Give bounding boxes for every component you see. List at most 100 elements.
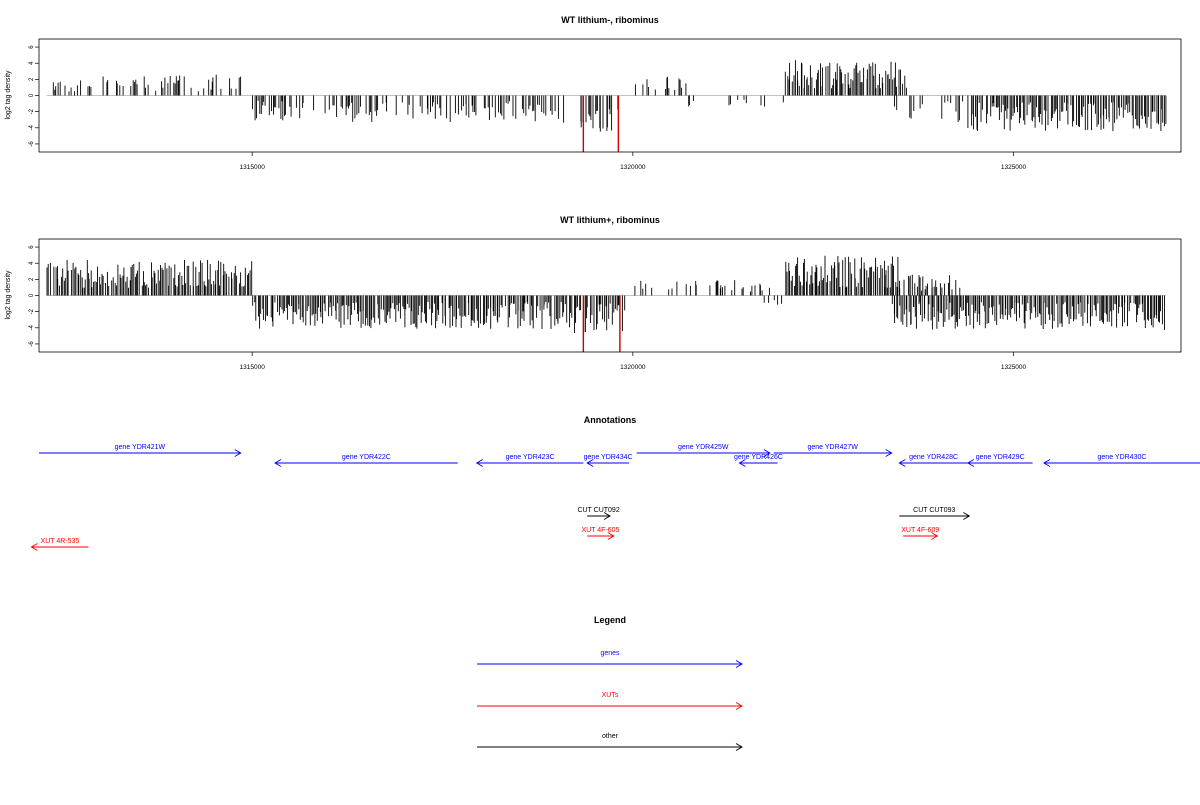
feature-arrow-head — [274, 459, 282, 467]
feature-arrow-head — [30, 543, 38, 551]
annotation-feature: gene YDR423C — [475, 454, 584, 467]
feature-label: gene YDR421W — [115, 444, 166, 451]
y-tick-label: -4 — [29, 324, 35, 330]
y-axis-label: log2 tag density — [5, 70, 12, 120]
feature-label: XUT 4R-535 — [41, 538, 80, 545]
feature-label: gene YDR434C — [584, 454, 633, 461]
legend-title: Legend — [594, 615, 626, 625]
y-tick-label: 2 — [29, 77, 35, 81]
annotation-feature: XUT 4R-535 — [30, 538, 89, 551]
feature-arrow-head — [963, 512, 971, 520]
legend: Legend genes XUTs other — [477, 615, 743, 751]
signal-segment — [763, 295, 783, 305]
annotation-feature: gene YDR427W — [773, 444, 893, 457]
signal-segment — [580, 95, 619, 132]
annotation-feature: gene YDR429C — [966, 454, 1033, 467]
feature-arrow-head — [885, 449, 893, 457]
feature-label: gene YDR430C — [1098, 454, 1147, 461]
y-tick-label: -2 — [29, 108, 35, 114]
y-tick-label: 4 — [29, 261, 35, 265]
y-tick-label: 0 — [29, 293, 35, 297]
x-tick-label: 1325000 — [1001, 164, 1027, 171]
feature-label: gene YDR422C — [342, 454, 391, 461]
annotation-feature: gene YDR434C — [584, 454, 633, 467]
feature-arrow-head — [966, 459, 975, 467]
axes: -6 -4 -2 0 2 4 6 1315000 1320000 1325000 — [29, 238, 1182, 371]
signal-segment — [634, 280, 770, 296]
annotation-feature: gene YDR428C — [898, 454, 968, 467]
y-axis-label: log2 tag density — [5, 270, 12, 320]
annotation-feature: gene YDR430C — [1043, 454, 1200, 467]
annotation-feature: CUT CUT093 — [899, 507, 971, 520]
x-tick-label: 1315000 — [240, 164, 266, 171]
annotation-feature: CUT CUT092 — [577, 507, 620, 520]
feature-label: CUT CUT092 — [577, 507, 619, 514]
feature-label: CUT CUT093 — [913, 507, 955, 514]
signal-segment — [52, 74, 242, 96]
feature-label: gene YDR425W — [678, 444, 729, 451]
legend-arrow-head — [735, 660, 743, 668]
signal-bars — [46, 255, 1166, 352]
signal-segment — [46, 259, 253, 296]
annotation-feature: gene YDR425W — [636, 444, 771, 457]
feature-arrow-head — [607, 532, 615, 540]
signal-segment — [688, 95, 784, 107]
panel-title: WT lithium-, ribominus — [561, 15, 659, 25]
y-tick-label: -6 — [29, 341, 35, 347]
annotation-feature: gene YDR422C — [274, 454, 458, 467]
feature-arrow-head — [586, 459, 594, 467]
legend-label: XUTs — [602, 692, 619, 699]
y-tick-label: -2 — [29, 308, 35, 314]
annotation-feature: XUT 4F-605 — [581, 527, 620, 540]
feature-label: XUT 4F-605 — [581, 527, 619, 534]
legend-label: genes — [600, 650, 620, 657]
signal-segment — [894, 95, 964, 122]
feature-arrow-head — [763, 449, 771, 457]
feature-label: gene YDR427W — [807, 444, 858, 451]
annotation-feature: gene YDR426C — [734, 454, 783, 467]
signal-segment — [252, 95, 565, 123]
feature-label: gene YDR429C — [976, 454, 1025, 461]
legend-item: genes — [477, 650, 743, 668]
feature-label: gene YDR426C — [734, 454, 783, 461]
feature-arrow-head — [234, 449, 242, 457]
feature-arrow-head — [603, 512, 611, 520]
annotation-feature: XUT 4F-609 — [901, 527, 939, 540]
signal-segment — [785, 255, 900, 296]
y-tick-label: 6 — [29, 45, 35, 49]
x-tick-label: 1320000 — [620, 164, 646, 171]
signal-segment — [252, 295, 573, 329]
annotation-features: gene YDR421W gene YDR422C gene YDR423C gene… — [30, 444, 1200, 551]
legend-item: other — [477, 733, 743, 751]
track-panel-lithium-minus: WT lithium-, ribominus log2 tag density … — [5, 15, 1182, 171]
signal-segment — [967, 95, 1167, 132]
feature-arrow-head — [475, 459, 483, 467]
legend-label: other — [602, 733, 619, 740]
legend-item: XUTs — [477, 692, 743, 710]
x-tick-label: 1320000 — [620, 364, 646, 371]
y-tick-label: 4 — [29, 61, 35, 65]
panel-title: WT lithium+, ribominus — [560, 215, 660, 225]
y-tick-label: -6 — [29, 141, 35, 147]
feature-label: XUT 4F-609 — [901, 527, 939, 534]
legend-items: genes XUTs other — [477, 650, 743, 751]
y-tick-label: 2 — [29, 277, 35, 281]
legend-arrow-head — [735, 702, 743, 710]
feature-arrow-head — [898, 459, 906, 467]
y-tick-label: 0 — [29, 93, 35, 97]
x-tick-label: 1315000 — [240, 364, 266, 371]
signal-segment — [634, 76, 687, 96]
x-tick-label: 1325000 — [1001, 364, 1027, 371]
annotation-feature: gene YDR421W — [39, 444, 242, 457]
y-tick-label: 6 — [29, 245, 35, 249]
feature-arrow-head — [738, 459, 746, 467]
legend-arrow-head — [735, 743, 743, 751]
signal-segment — [574, 295, 626, 333]
axes: -6 -4 -2 0 2 4 6 1315000 1320000 1325000 — [29, 38, 1182, 171]
signal-segment — [784, 60, 907, 96]
feature-arrow-head — [931, 532, 939, 540]
feature-arrow-head — [1043, 459, 1051, 467]
